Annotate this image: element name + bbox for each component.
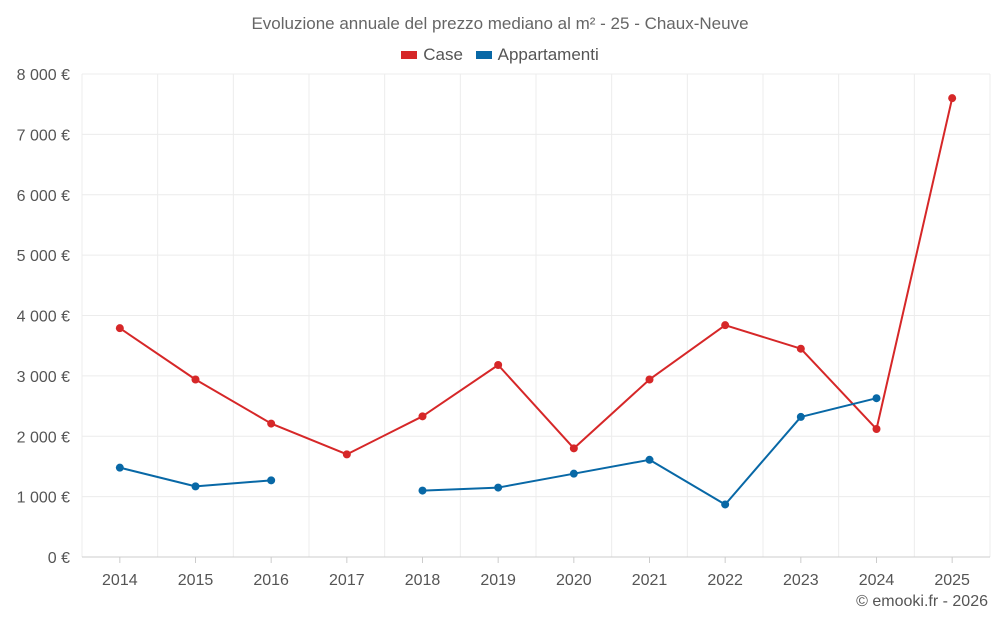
y-tick-label: 5 000 € bbox=[17, 248, 70, 265]
data-point-appartamenti[interactable] bbox=[191, 482, 200, 491]
y-tick-label: 2 000 € bbox=[17, 429, 70, 446]
x-tick-label: 2016 bbox=[253, 572, 289, 589]
x-tick-label: 2021 bbox=[632, 572, 668, 589]
data-point-appartamenti[interactable] bbox=[569, 469, 578, 478]
data-point-appartamenti[interactable] bbox=[494, 483, 503, 492]
legend-item-appartamenti[interactable]: Appartamenti bbox=[475, 45, 599, 65]
chart-legend: Case Appartamenti bbox=[0, 44, 1000, 65]
data-point-appartamenti[interactable] bbox=[872, 394, 881, 403]
y-tick-label: 8 000 € bbox=[17, 67, 70, 84]
data-point-case[interactable] bbox=[267, 419, 276, 428]
legend-item-case[interactable]: Case bbox=[401, 45, 463, 65]
series-line-appartamenti bbox=[422, 397, 877, 506]
data-point-case[interactable] bbox=[796, 344, 805, 353]
data-point-case[interactable] bbox=[115, 324, 124, 333]
series-line-case bbox=[119, 97, 954, 456]
data-point-case[interactable] bbox=[418, 412, 427, 421]
x-tick-label: 2022 bbox=[707, 572, 743, 589]
data-point-appartamenti[interactable] bbox=[267, 476, 276, 485]
x-tick-label: 2019 bbox=[480, 572, 516, 589]
legend-label-appartamenti: Appartamenti bbox=[497, 45, 599, 64]
data-point-case[interactable] bbox=[721, 321, 730, 330]
data-point-case[interactable] bbox=[645, 375, 654, 384]
legend-swatch-appartamenti bbox=[475, 51, 492, 59]
x-tick-label: 2024 bbox=[859, 572, 895, 589]
y-tick-label: 6 000 € bbox=[17, 188, 70, 205]
data-point-case[interactable] bbox=[569, 444, 578, 453]
x-tick-label: 2025 bbox=[934, 572, 970, 589]
x-tick-label: 2017 bbox=[329, 572, 365, 589]
y-tick-label: 1 000 € bbox=[17, 490, 70, 507]
data-point-case[interactable] bbox=[872, 425, 881, 434]
legend-label-case: Case bbox=[423, 45, 463, 64]
x-tick-label: 2018 bbox=[405, 572, 441, 589]
data-point-appartamenti[interactable] bbox=[418, 486, 427, 495]
data-point-appartamenti[interactable] bbox=[115, 463, 124, 472]
x-tick-label: 2023 bbox=[783, 572, 819, 589]
y-tick-label: 0 € bbox=[48, 550, 70, 567]
credit-text: © emooki.fr - 2026 bbox=[856, 593, 988, 610]
y-tick-label: 4 000 € bbox=[17, 309, 70, 326]
data-point-appartamenti[interactable] bbox=[796, 412, 805, 421]
data-point-case[interactable] bbox=[191, 375, 200, 384]
y-tick-label: 3 000 € bbox=[17, 369, 70, 386]
data-point-case[interactable] bbox=[342, 450, 351, 459]
x-tick-label: 2014 bbox=[102, 572, 138, 589]
data-point-appartamenti[interactable] bbox=[721, 500, 730, 509]
y-tick-label: 7 000 € bbox=[17, 127, 70, 144]
data-point-case[interactable] bbox=[948, 94, 957, 103]
x-tick-label: 2020 bbox=[556, 572, 592, 589]
x-tick-label: 2015 bbox=[178, 572, 214, 589]
chart-title: Evoluzione annuale del prezzo mediano al… bbox=[251, 14, 749, 33]
legend-swatch-case bbox=[401, 51, 418, 59]
data-point-case[interactable] bbox=[494, 361, 503, 370]
data-point-appartamenti[interactable] bbox=[645, 455, 654, 464]
